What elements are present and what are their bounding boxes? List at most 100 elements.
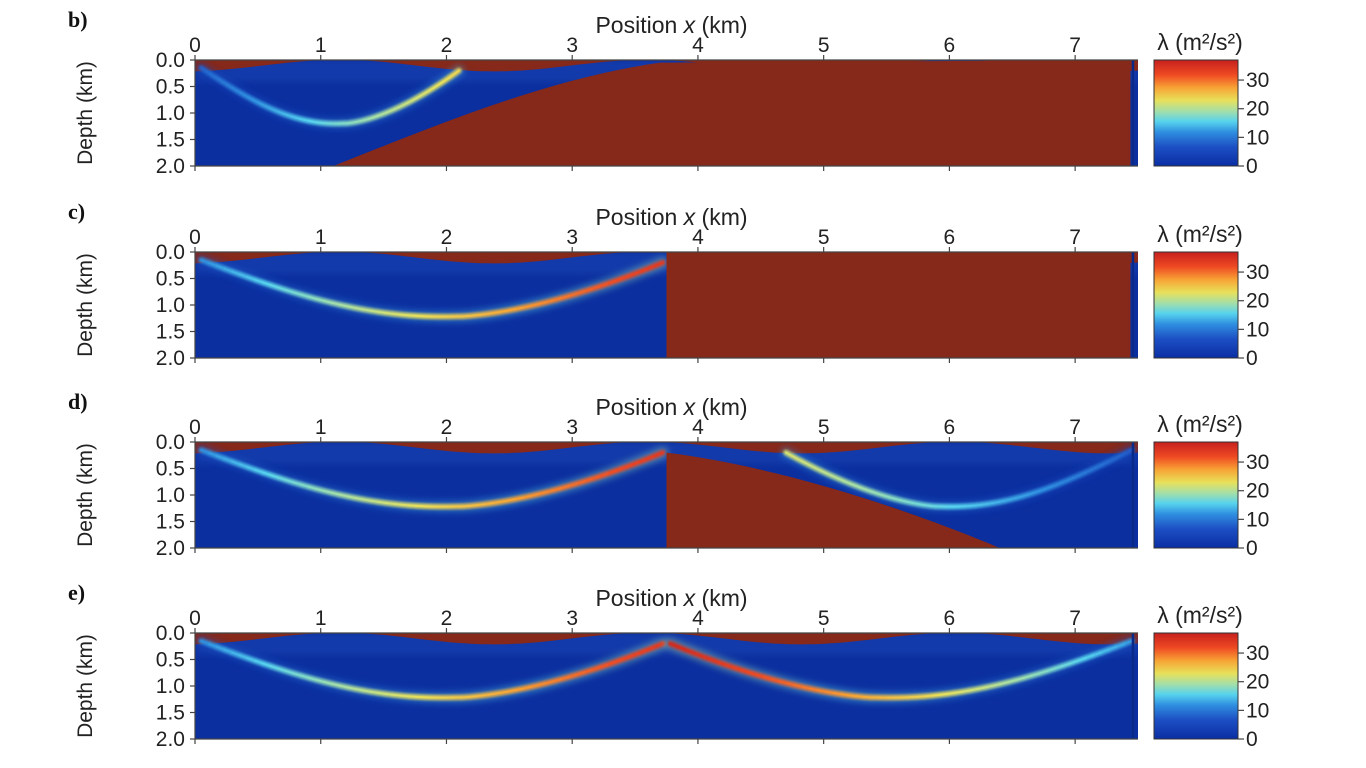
colorbar-label: λ (m²/s²) [1157,29,1243,55]
x-tick-label: 1 [315,34,327,57]
x-tick-label: 5 [818,34,830,57]
right-edge [1131,442,1135,548]
y-axis-title: Depth (km) [74,634,97,738]
y-tick-label: 0.5 [156,458,185,481]
x-tick-label: 0 [189,34,201,57]
y-tick-label: 0.0 [156,49,185,72]
heatmap-area [195,252,1138,358]
colorbar-tick-label: 10 [1246,126,1269,149]
y-tick-label: 0.0 [156,431,185,454]
masked-region [333,60,1131,166]
colorbar-tick-label: 0 [1246,537,1258,560]
panel-label: d) [68,389,88,414]
y-tick-label: 1.5 [156,702,185,725]
x-tick-label: 5 [818,607,830,630]
x-axis-title: Position x (km) [595,12,747,38]
colorbar [1153,441,1239,549]
x-tick-label: 3 [566,34,578,57]
x-tick-label: 6 [944,607,956,630]
y-tick-label: 1.0 [156,484,185,507]
right-edge [1131,252,1135,358]
panel-label: e) [68,580,85,605]
colorbar [1153,59,1239,167]
x-axis-title: Position x (km) [595,204,747,230]
colorbar-tick-label: 30 [1246,451,1269,474]
masked-region [666,252,1131,358]
y-tick-label: 2.0 [156,347,185,370]
x-tick-label: 1 [315,226,327,249]
colorbar-tick-label: 20 [1246,671,1269,694]
y-tick-label: 2.0 [156,728,185,751]
y-tick-label: 0.5 [156,649,185,672]
surface-topography [195,633,1138,645]
x-tick-label: 5 [818,416,830,439]
x-tick-label: 0 [189,416,201,439]
y-axis-title: Depth (km) [74,61,97,165]
x-tick-label: 3 [566,416,578,439]
x-tick-label: 0 [189,226,201,249]
colorbar-tick-label: 0 [1246,347,1258,370]
colorbar-tick-label: 10 [1246,508,1269,531]
x-tick-label: 6 [944,34,956,57]
x-axis-title: Position x (km) [595,585,747,611]
colorbar-tick-label: 0 [1246,155,1258,178]
y-tick-label: 1.0 [156,102,185,125]
surface-topography [195,442,1138,454]
colorbar-tick-label: 30 [1246,261,1269,284]
x-tick-label: 4 [692,34,704,57]
x-tick-label: 2 [441,34,453,57]
y-axis-title: Depth (km) [74,253,97,357]
right-edge [1131,60,1135,166]
colorbar-tick-label: 30 [1246,69,1269,92]
masked-region [666,452,1000,548]
x-tick-label: 4 [692,226,704,249]
colorbar-tick-label: 20 [1246,480,1269,503]
x-axis-title: Position x (km) [595,394,747,420]
colorbar-label: λ (m²/s²) [1157,602,1243,628]
colorbar-tick-label: 10 [1246,318,1269,341]
y-tick-label: 1.5 [156,511,185,534]
heatmap-area [195,633,1138,739]
x-tick-label: 1 [315,607,327,630]
panel-d: d) Position x (km) Depth (km) 0 1 2 3 4 5 6 7 0.0 0.… [68,389,1269,560]
x-tick-label: 2 [441,226,453,249]
y-tick-label: 1.0 [156,675,185,698]
x-tick-label: 3 [566,607,578,630]
y-tick-label: 0.5 [156,76,185,99]
x-tick-label: 1 [315,416,327,439]
x-tick-label: 7 [1069,226,1081,249]
x-tick-label: 7 [1069,607,1081,630]
y-axis-title: Depth (km) [74,443,97,547]
y-tick-label: 1.5 [156,129,185,152]
y-tick-label: 0.0 [156,622,185,645]
y-tick-label: 2.0 [156,155,185,178]
x-tick-label: 5 [818,226,830,249]
right-edge [1131,633,1135,739]
colorbar-label: λ (m²/s²) [1157,411,1243,437]
colorbar-tick-label: 20 [1246,98,1269,121]
x-tick-label: 7 [1069,34,1081,57]
colorbar-tick-label: 30 [1246,642,1269,665]
y-tick-label: 0.0 [156,241,185,264]
y-tick-label: 1.5 [156,321,185,344]
x-tick-label: 0 [189,607,201,630]
colorbar [1153,632,1239,740]
x-tick-label: 6 [944,226,956,249]
colorbar-tick-label: 10 [1246,699,1269,722]
y-tick-label: 0.5 [156,268,185,291]
x-tick-label: 7 [1069,416,1081,439]
x-tick-label: 2 [441,607,453,630]
y-tick-label: 1.0 [156,294,185,317]
panel-label: b) [68,7,88,32]
x-tick-label: 4 [692,416,704,439]
heatmap-area [195,442,1138,548]
panel-e: e) Position x (km) Depth (km) 0 1 2 3 4 5 6 7 0.0 0.… [68,580,1269,751]
x-tick-label: 2 [441,416,453,439]
colorbar-tick-label: 0 [1246,728,1258,751]
x-tick-label: 4 [692,607,704,630]
colorbar-tick-label: 20 [1246,290,1269,313]
x-tick-label: 3 [566,226,578,249]
panel-c: c) Position x (km) Depth (km) 0 1 2 3 4 5 6 7 0.0 0.… [68,199,1269,370]
colorbar-label: λ (m²/s²) [1157,221,1243,247]
